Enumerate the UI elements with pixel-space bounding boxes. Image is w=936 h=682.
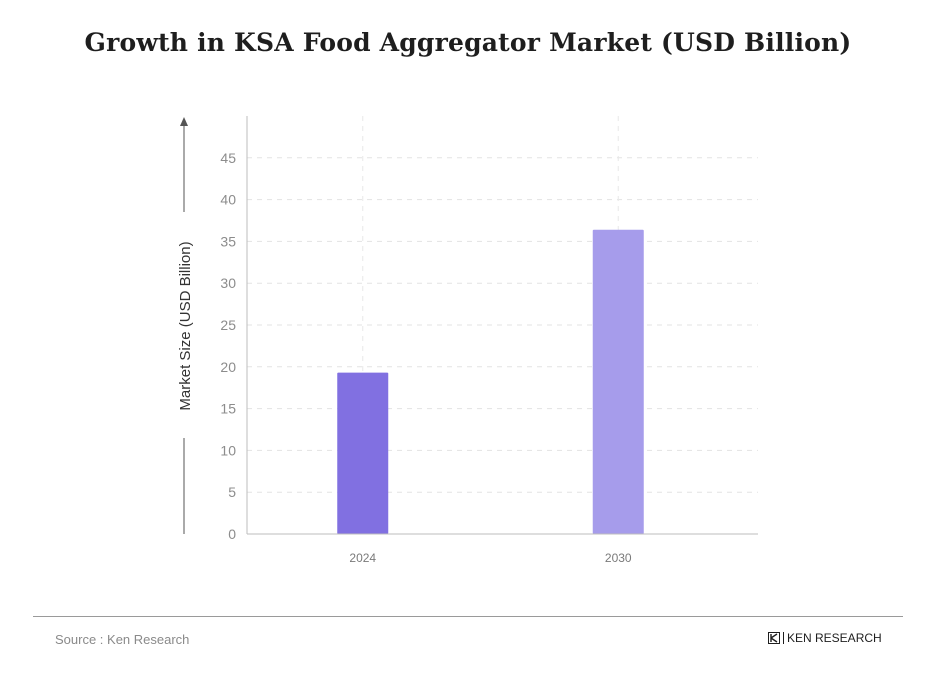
y-tick-label: 0 <box>228 526 236 542</box>
y-tick-label: 10 <box>220 442 236 458</box>
brand-name: KEN RESEARCH <box>787 631 882 645</box>
brand-separator <box>783 632 784 644</box>
bar-2024 <box>337 372 389 534</box>
y-axis-ticks: 0 5 10 15 20 25 30 35 40 45 <box>220 150 236 542</box>
y-tick-label: 15 <box>220 401 236 417</box>
bars <box>337 229 644 535</box>
brand-logo: KEN RESEARCH <box>768 631 882 645</box>
x-category-label: 2024 <box>349 551 376 565</box>
y-axis-label: Market Size (USD Billion) <box>177 241 194 410</box>
footer-divider <box>33 616 903 617</box>
bar-2030 <box>592 229 644 535</box>
grid-lines <box>247 116 758 534</box>
x-axis-categories: 2024 2030 <box>349 551 632 565</box>
ken-research-logo-icon <box>768 632 780 644</box>
y-tick-label: 45 <box>220 150 236 166</box>
y-axis-arrow <box>180 117 188 534</box>
y-tick-label: 5 <box>228 484 236 500</box>
y-tick-label: 40 <box>220 192 236 208</box>
y-tick-label: 20 <box>220 359 236 375</box>
x-category-label: 2030 <box>605 551 632 565</box>
source-note: Source : Ken Research <box>55 632 190 647</box>
chart-title: Growth in KSA Food Aggregator Market (US… <box>84 28 852 57</box>
y-tick-label: 35 <box>220 233 236 249</box>
y-tick-label: 25 <box>220 317 236 333</box>
y-tick-label: 30 <box>220 275 236 291</box>
